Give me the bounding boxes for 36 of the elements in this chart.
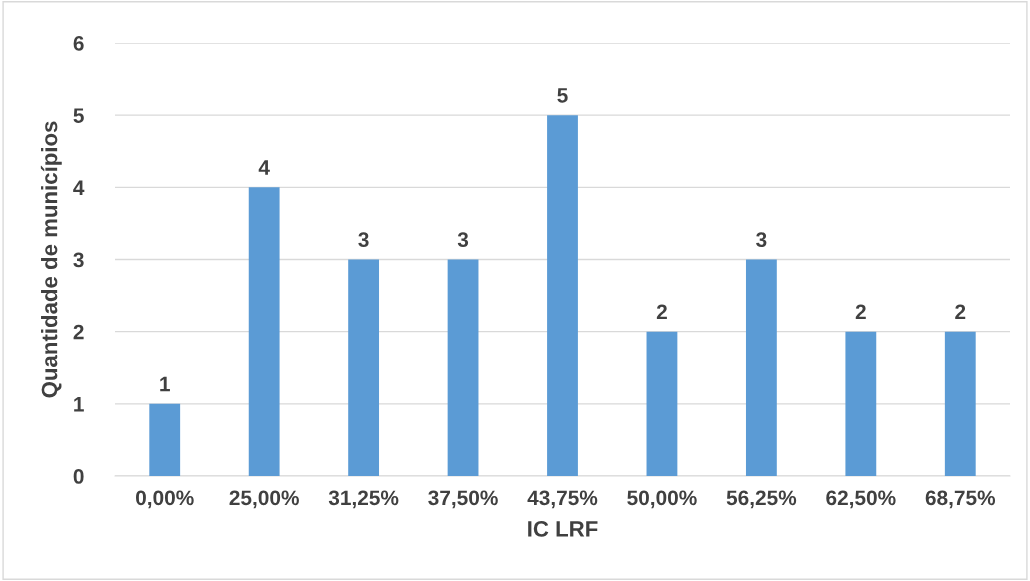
y-tick-label: 2 [73,324,84,340]
data-label: 2 [656,304,667,320]
y-tick-label: 5 [73,108,84,123]
x-tick-label: 0,00% [136,490,194,509]
bar [447,259,479,476]
y-tick-label: 3 [73,252,84,268]
x-tick-label: 50,00% [627,490,697,509]
data-label: 4 [258,160,270,175]
x-tick-label: 62,50% [826,490,896,509]
data-label: 3 [358,232,369,248]
bar [149,403,181,476]
bar [547,115,578,476]
data-label: 3 [756,232,767,248]
bar [745,259,777,476]
data-label: 2 [855,304,866,320]
bar [348,259,380,476]
y-tick-label: 1 [74,397,84,412]
y-tick-label: 4 [73,180,85,195]
x-tick-label: 43,75% [527,490,598,509]
x-tick-label: 56,25% [726,490,797,509]
x-axis-title: IC LRF [528,521,598,537]
x-tick-label: 37,50% [428,490,498,509]
data-label: 3 [457,232,469,248]
y-axis-title: Quantidade de municípios [40,121,62,398]
data-label: 5 [557,88,568,103]
bar [646,331,678,476]
bar [248,187,280,476]
data-label: 2 [955,304,966,320]
y-tick-label: 0 [73,469,84,484]
bar [944,331,976,476]
x-tick-label: 31,25% [328,490,399,509]
data-label: 1 [160,376,170,392]
x-tick-label: 25,00% [229,490,299,509]
x-tick-label: 68,75% [925,490,996,509]
bar [845,331,877,476]
y-tick-label: 6 [73,36,84,51]
